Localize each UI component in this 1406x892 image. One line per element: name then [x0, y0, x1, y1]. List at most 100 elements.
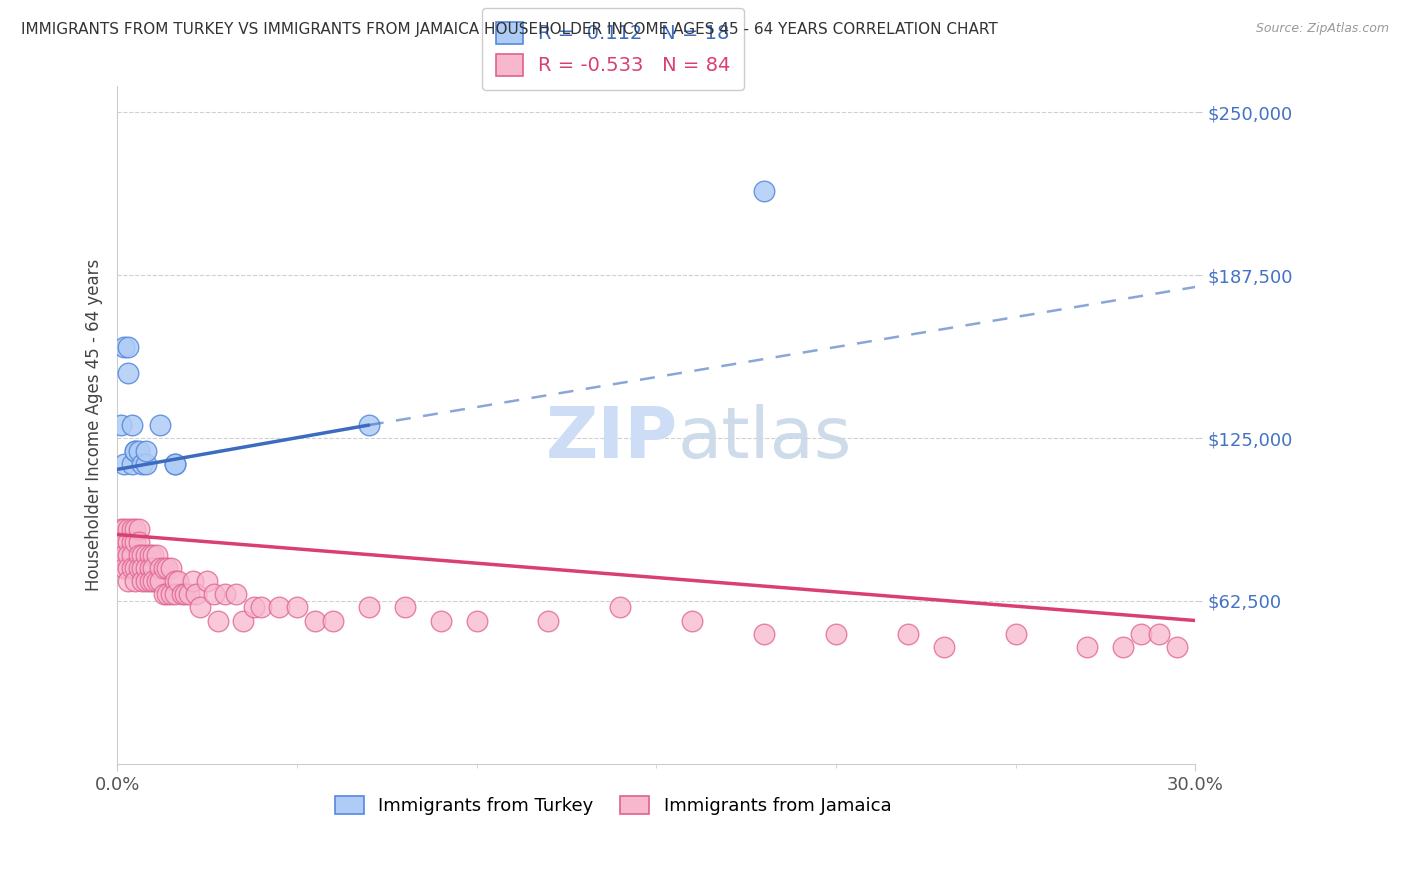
Point — [1112, 640, 1135, 654]
Legend: Immigrants from Turkey, Immigrants from Jamaica: Immigrants from Turkey, Immigrants from … — [328, 789, 898, 822]
Point — [138, 561, 160, 575]
Point — [465, 614, 488, 628]
Point — [357, 600, 380, 615]
Point — [214, 587, 236, 601]
Point — [250, 600, 273, 615]
Point — [117, 574, 139, 589]
Point — [117, 340, 139, 354]
Point — [117, 561, 139, 575]
Point — [124, 522, 146, 536]
Point — [357, 418, 380, 433]
Text: atlas: atlas — [678, 404, 852, 473]
Point — [138, 549, 160, 563]
Point — [429, 614, 451, 628]
Point — [138, 574, 160, 589]
Point — [124, 574, 146, 589]
Point — [131, 549, 153, 563]
Point — [752, 626, 775, 640]
Point — [145, 549, 167, 563]
Point — [124, 444, 146, 458]
Point — [202, 587, 225, 601]
Point — [1149, 626, 1171, 640]
Point — [124, 444, 146, 458]
Point — [128, 535, 150, 549]
Point — [142, 549, 165, 563]
Point — [112, 340, 135, 354]
Point — [149, 561, 172, 575]
Point — [110, 522, 132, 536]
Point — [135, 444, 157, 458]
Point — [174, 587, 197, 601]
Point — [135, 574, 157, 589]
Point — [128, 561, 150, 575]
Text: IMMIGRANTS FROM TURKEY VS IMMIGRANTS FROM JAMAICA HOUSEHOLDER INCOME AGES 45 - 6: IMMIGRANTS FROM TURKEY VS IMMIGRANTS FRO… — [21, 22, 998, 37]
Point — [163, 457, 186, 471]
Point — [681, 614, 703, 628]
Point — [112, 535, 135, 549]
Point — [149, 574, 172, 589]
Point — [121, 522, 143, 536]
Point — [195, 574, 218, 589]
Point — [117, 522, 139, 536]
Point — [117, 366, 139, 380]
Point — [153, 587, 176, 601]
Point — [163, 587, 186, 601]
Point — [128, 549, 150, 563]
Text: ZIP: ZIP — [546, 404, 678, 473]
Point — [163, 457, 186, 471]
Point — [322, 614, 344, 628]
Point — [135, 457, 157, 471]
Point — [112, 549, 135, 563]
Point — [124, 561, 146, 575]
Point — [1130, 626, 1153, 640]
Point — [131, 574, 153, 589]
Point — [121, 535, 143, 549]
Point — [110, 418, 132, 433]
Point — [128, 522, 150, 536]
Point — [242, 600, 264, 615]
Point — [160, 587, 183, 601]
Point — [1166, 640, 1188, 654]
Point — [135, 549, 157, 563]
Point — [188, 600, 211, 615]
Point — [394, 600, 416, 615]
Point — [207, 614, 229, 628]
Point — [131, 457, 153, 471]
Point — [1076, 640, 1098, 654]
Point — [304, 614, 326, 628]
Point — [117, 549, 139, 563]
Point — [167, 574, 190, 589]
Y-axis label: Householder Income Ages 45 - 64 years: Householder Income Ages 45 - 64 years — [86, 259, 103, 591]
Point — [156, 587, 179, 601]
Point — [124, 535, 146, 549]
Point — [112, 561, 135, 575]
Point — [153, 561, 176, 575]
Point — [267, 600, 290, 615]
Point — [232, 614, 254, 628]
Point — [609, 600, 631, 615]
Point — [163, 574, 186, 589]
Point — [149, 418, 172, 433]
Point — [112, 522, 135, 536]
Point — [121, 457, 143, 471]
Point — [142, 574, 165, 589]
Point — [128, 444, 150, 458]
Point — [121, 549, 143, 563]
Point — [110, 549, 132, 563]
Point — [825, 626, 848, 640]
Point — [897, 626, 920, 640]
Point — [932, 640, 955, 654]
Point — [135, 561, 157, 575]
Point — [186, 587, 208, 601]
Point — [170, 587, 193, 601]
Point — [121, 561, 143, 575]
Point — [156, 561, 179, 575]
Point — [285, 600, 308, 615]
Point — [142, 561, 165, 575]
Text: Source: ZipAtlas.com: Source: ZipAtlas.com — [1256, 22, 1389, 36]
Point — [225, 587, 247, 601]
Point — [110, 535, 132, 549]
Point — [112, 457, 135, 471]
Point — [537, 614, 560, 628]
Point — [160, 561, 183, 575]
